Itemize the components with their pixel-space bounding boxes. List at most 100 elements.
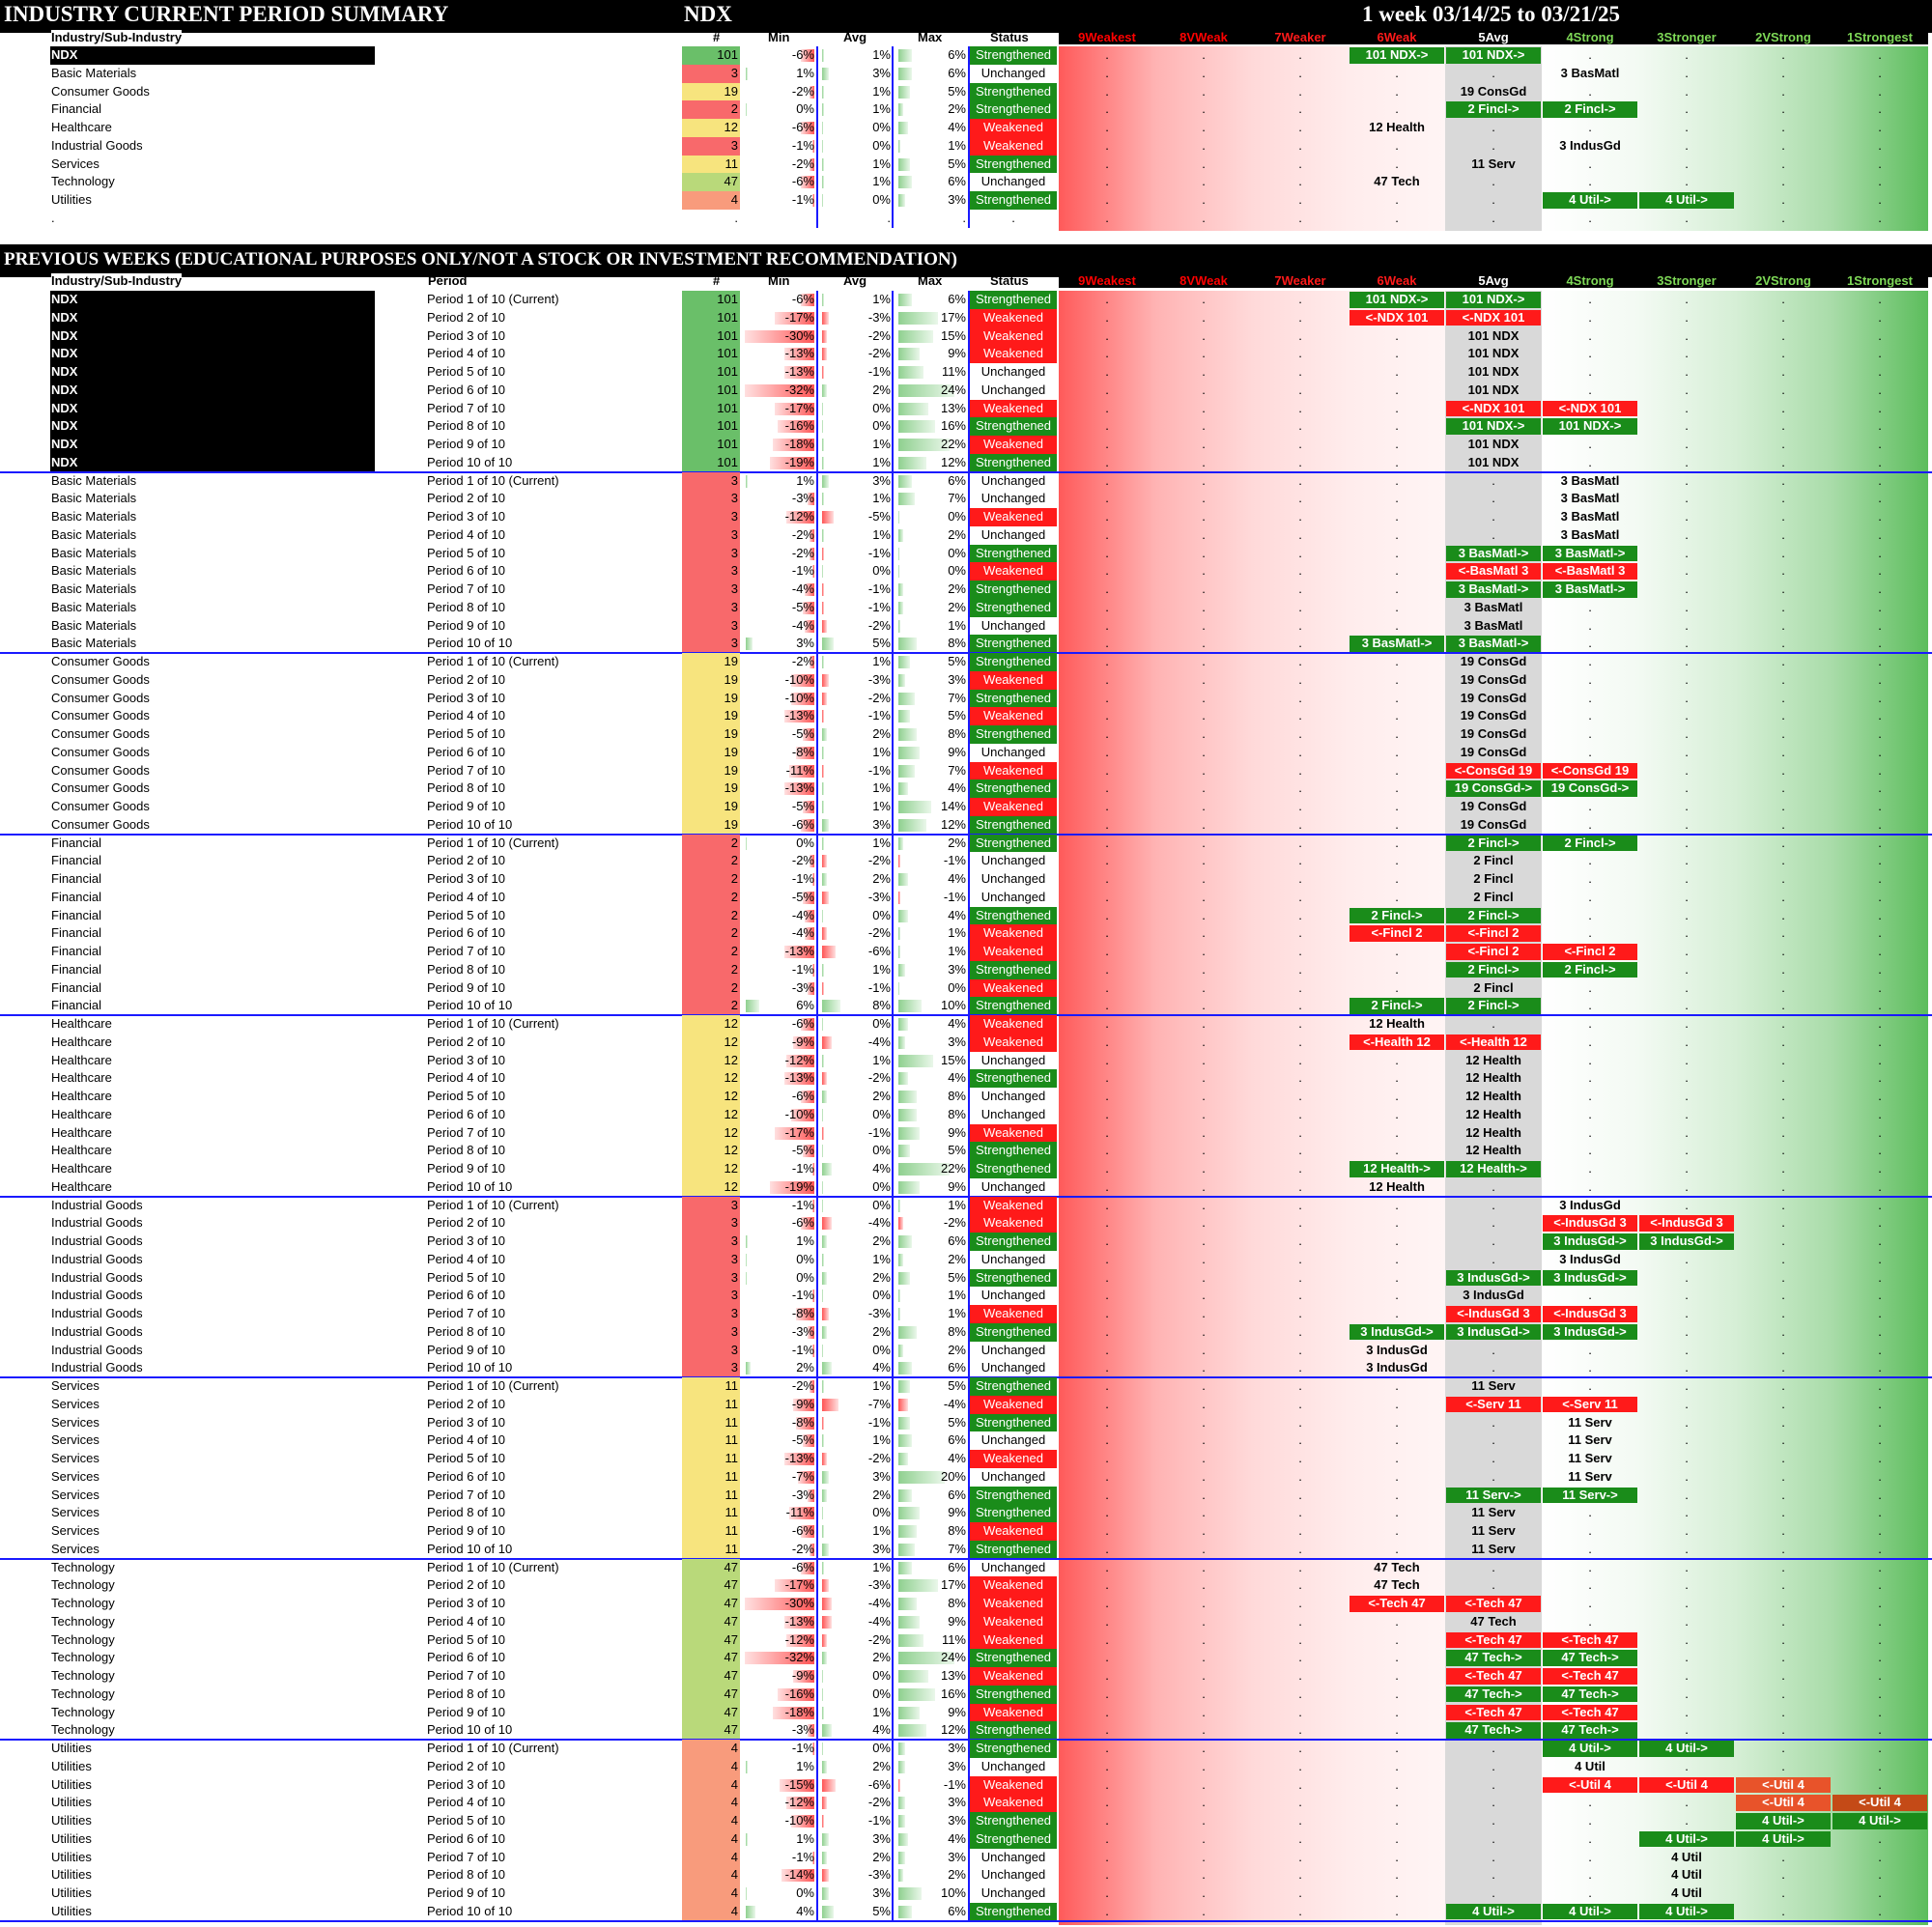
avg-cell: 2% bbox=[818, 1649, 893, 1667]
level-dot: . bbox=[1781, 491, 1785, 506]
level-marker: <-Tech 47 bbox=[1350, 1596, 1444, 1612]
level-marker: 2 Fincl-> bbox=[1543, 961, 1637, 978]
min-cell: 1% bbox=[742, 65, 816, 83]
status-badge: Strengthened bbox=[970, 417, 1057, 436]
max-bar bbox=[898, 194, 906, 207]
level-dot: . bbox=[1781, 1577, 1785, 1593]
level-dot: . bbox=[1685, 327, 1689, 343]
level-dot: . bbox=[1685, 1795, 1689, 1810]
max-value: 8% bbox=[948, 1323, 966, 1339]
max-cell: 5% bbox=[895, 1414, 968, 1432]
level-dot: . bbox=[1588, 1178, 1592, 1194]
table-row: Utilities Period 1 of 10 (Current) 4 -1% 0% 3… bbox=[0, 1740, 1932, 1758]
level-dot: . bbox=[1202, 1903, 1206, 1918]
period-label: Period 5 of 10 bbox=[427, 726, 505, 741]
count-cell: 47 bbox=[682, 1649, 740, 1667]
min-cell: -13% bbox=[742, 1069, 816, 1088]
min-value: -17% bbox=[784, 400, 814, 415]
level-marker: 4 Util-> bbox=[1543, 192, 1637, 209]
min-cell: -5% bbox=[742, 599, 816, 617]
level-dot: . bbox=[1781, 1034, 1785, 1049]
industry-name: Basic Materials bbox=[51, 581, 137, 596]
level-dot: . bbox=[1298, 1360, 1302, 1375]
level-dot: . bbox=[1105, 617, 1109, 633]
level-dot: . bbox=[1781, 617, 1785, 633]
min-bar bbox=[810, 547, 814, 560]
min-bar bbox=[746, 1000, 760, 1013]
count-cell: 12 bbox=[682, 1033, 740, 1052]
date-range-title: 1 week 03/14/25 to 03/21/25 bbox=[1362, 2, 1621, 26]
period-label: Period 2 of 10 bbox=[427, 853, 505, 868]
avg-value: 4% bbox=[872, 1722, 891, 1738]
level-dot: . bbox=[1685, 65, 1689, 80]
level-dot: . bbox=[1105, 871, 1109, 886]
min-cell: -32% bbox=[742, 382, 816, 400]
max-bar bbox=[898, 122, 908, 134]
min-bar bbox=[800, 49, 814, 62]
level-dot: . bbox=[1878, 998, 1882, 1013]
avg-bar bbox=[822, 474, 830, 488]
max-value: 0% bbox=[948, 563, 966, 579]
level-marker: 12 Health bbox=[1465, 1052, 1521, 1067]
level-dot: . bbox=[1105, 364, 1109, 379]
min-value: -10% bbox=[784, 690, 814, 705]
avg-value: 0% bbox=[872, 1016, 891, 1031]
max-value: 3% bbox=[948, 961, 966, 977]
industry-name: Healthcare bbox=[51, 120, 112, 134]
level-dot: . bbox=[1588, 799, 1592, 813]
level-marker: 11 Serv-> bbox=[1543, 1487, 1637, 1503]
min-cell: 2% bbox=[742, 1359, 816, 1377]
level-marker: 19 ConsGd bbox=[1460, 708, 1527, 723]
status-badge: Strengthened bbox=[970, 1069, 1057, 1088]
count-cell: 3 bbox=[682, 1196, 740, 1215]
industry-name: Technology bbox=[51, 1668, 115, 1683]
avg-cell: 2% bbox=[818, 725, 893, 744]
level-dot: . bbox=[1298, 1577, 1302, 1593]
level-dot: . bbox=[1588, 156, 1592, 171]
min-bar bbox=[800, 176, 814, 189]
level-dot: . bbox=[1202, 65, 1206, 80]
min-value: -6% bbox=[791, 1523, 814, 1538]
period-label: Period 1 of 10 (Current) bbox=[427, 654, 559, 668]
level-dot: . bbox=[1202, 1396, 1206, 1411]
period-label: Period 2 of 10 bbox=[427, 1034, 505, 1049]
level-marker: 101 NDX bbox=[1467, 454, 1520, 469]
count-cell: 101 bbox=[682, 381, 740, 400]
max-value: 2% bbox=[948, 1867, 966, 1883]
table-row: NDX Period 4 of 10 101 -13% -2% 9% Weakened...… bbox=[0, 345, 1932, 363]
min-bar bbox=[811, 1344, 814, 1357]
avg-cell: 4% bbox=[818, 1721, 893, 1740]
level-dot: . bbox=[1202, 174, 1206, 189]
max-value: 9% bbox=[948, 1178, 966, 1194]
level-dot: . bbox=[1781, 1215, 1785, 1231]
avg-value: 0% bbox=[872, 1342, 891, 1357]
level-dot: . bbox=[1878, 137, 1882, 153]
avg-value: 1% bbox=[872, 83, 891, 99]
level-dot: . bbox=[1878, 671, 1882, 687]
industry-name: Financial bbox=[51, 907, 102, 922]
max-bar bbox=[898, 1507, 920, 1520]
level-marker: 47 Tech-> bbox=[1543, 1650, 1637, 1666]
count-cell: 11 bbox=[682, 1486, 740, 1505]
min-bar bbox=[746, 474, 749, 488]
period-label: Period 7 of 10 bbox=[427, 1306, 505, 1320]
max-cell: 15% bbox=[895, 327, 968, 346]
max-cell: 14% bbox=[895, 798, 968, 816]
level-dot: . bbox=[1202, 364, 1206, 379]
level-dot: . bbox=[1298, 835, 1302, 850]
max-cell: 6% bbox=[895, 1431, 968, 1450]
avg-bar bbox=[822, 1652, 827, 1665]
status-badge: Unchanged bbox=[980, 1432, 1046, 1448]
max-value: 15% bbox=[940, 1052, 966, 1067]
max-bar bbox=[898, 1525, 918, 1538]
period-label: Period 5 of 10 bbox=[427, 1631, 505, 1647]
max-value: 22% bbox=[940, 1161, 966, 1176]
level-marker: 3 BasMatl-> bbox=[1543, 581, 1637, 598]
industry-name: Financial bbox=[51, 871, 102, 886]
level-marker: 4 Util-> bbox=[1639, 1830, 1734, 1848]
level-dot: . bbox=[1298, 1161, 1302, 1176]
level-dot: . bbox=[1781, 979, 1785, 995]
count-cell: 19 bbox=[682, 798, 740, 816]
level-dot: . bbox=[1781, 1722, 1785, 1738]
group-divider bbox=[0, 1557, 1932, 1560]
